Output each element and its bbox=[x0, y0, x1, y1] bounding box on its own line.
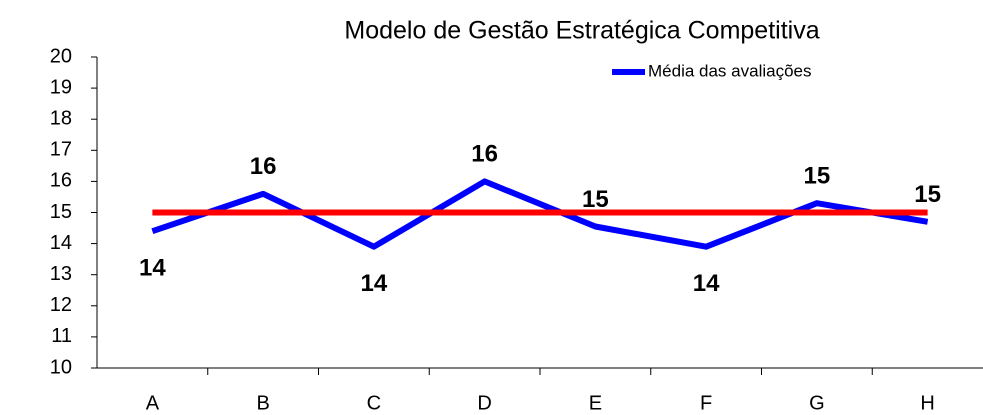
data-label: 14 bbox=[139, 255, 166, 282]
x-tick-label: E bbox=[589, 392, 602, 414]
chart-title: Modelo de Gestão Estratégica Competitiva bbox=[344, 17, 819, 45]
data-label: 15 bbox=[914, 181, 941, 208]
x-tick-label: H bbox=[920, 392, 934, 414]
data-label: 14 bbox=[361, 270, 388, 297]
data-label: 16 bbox=[471, 141, 498, 168]
x-tick-label: F bbox=[700, 392, 712, 414]
y-tick-label: 11 bbox=[51, 325, 72, 347]
x-tick-label: C bbox=[367, 392, 381, 414]
y-tick-label: 12 bbox=[50, 294, 72, 316]
x-tick-label: A bbox=[146, 392, 160, 414]
legend-label: Média das avaliações bbox=[648, 61, 811, 80]
data-label: 15 bbox=[804, 163, 831, 190]
x-tick-label: G bbox=[809, 392, 825, 414]
y-tick-label: 17 bbox=[50, 139, 72, 161]
y-tick-label: 14 bbox=[50, 232, 72, 254]
y-tick-label: 10 bbox=[50, 356, 72, 378]
y-tick-label: 19 bbox=[50, 76, 72, 98]
data-label: 16 bbox=[250, 153, 277, 180]
y-tick-label: 20 bbox=[50, 45, 72, 67]
data-label: 14 bbox=[693, 270, 720, 297]
y-tick-label: 15 bbox=[50, 201, 72, 223]
x-tick-label: B bbox=[256, 392, 269, 414]
y-tick-label: 16 bbox=[50, 170, 72, 192]
y-tick-label: 18 bbox=[50, 107, 72, 129]
y-tick-label: 13 bbox=[50, 263, 72, 285]
data-label: 15 bbox=[582, 186, 609, 213]
x-tick-label: D bbox=[477, 392, 491, 414]
